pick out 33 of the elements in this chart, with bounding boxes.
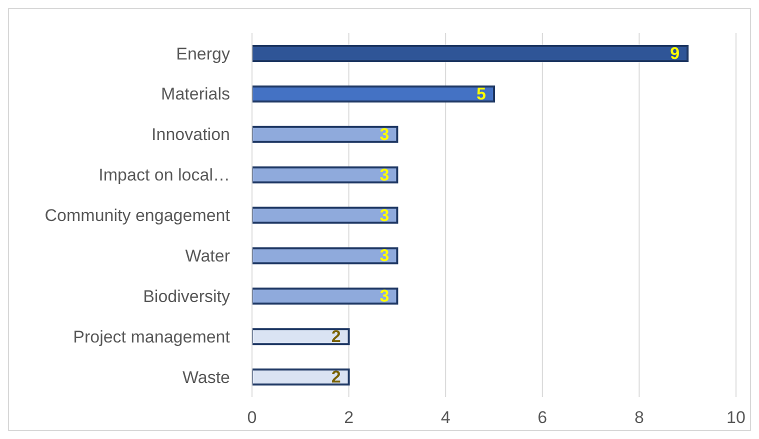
x-tick-label: 2 xyxy=(344,408,354,428)
bar xyxy=(252,45,689,62)
bar xyxy=(252,368,350,386)
data-label: 3 xyxy=(380,165,390,184)
data-label: 3 xyxy=(380,206,390,225)
y-tick-label: Waste xyxy=(182,368,230,387)
y-tick-label: Innovation xyxy=(152,125,230,144)
x-tick-label: 0 xyxy=(247,408,257,428)
y-tick-label: Impact on local… xyxy=(98,166,230,185)
bar xyxy=(252,288,398,305)
bar xyxy=(252,206,398,224)
data-label: 3 xyxy=(380,286,390,306)
bar xyxy=(252,166,398,184)
bar xyxy=(252,126,398,143)
data-label: 3 xyxy=(380,246,390,266)
y-tick-label: Community engagement xyxy=(44,206,230,226)
y-tick-label: Energy xyxy=(176,44,230,64)
y-tick-label: Project management xyxy=(73,327,230,346)
x-tick-label: 6 xyxy=(538,408,548,428)
data-label: 5 xyxy=(476,84,486,104)
data-label: 2 xyxy=(331,368,341,387)
x-tick-label: 10 xyxy=(726,408,746,428)
x-tick-label: 4 xyxy=(440,408,450,428)
y-tick-label: Water xyxy=(185,246,230,266)
data-label: 3 xyxy=(380,124,390,144)
bar xyxy=(252,85,495,102)
data-label: 2 xyxy=(331,327,341,346)
y-tick-label: Materials xyxy=(161,84,230,104)
bar xyxy=(252,247,398,264)
x-tick-label: 8 xyxy=(634,408,644,428)
data-label: 9 xyxy=(670,44,680,63)
y-tick-label: Biodiversity xyxy=(143,286,230,306)
bar xyxy=(252,328,350,346)
